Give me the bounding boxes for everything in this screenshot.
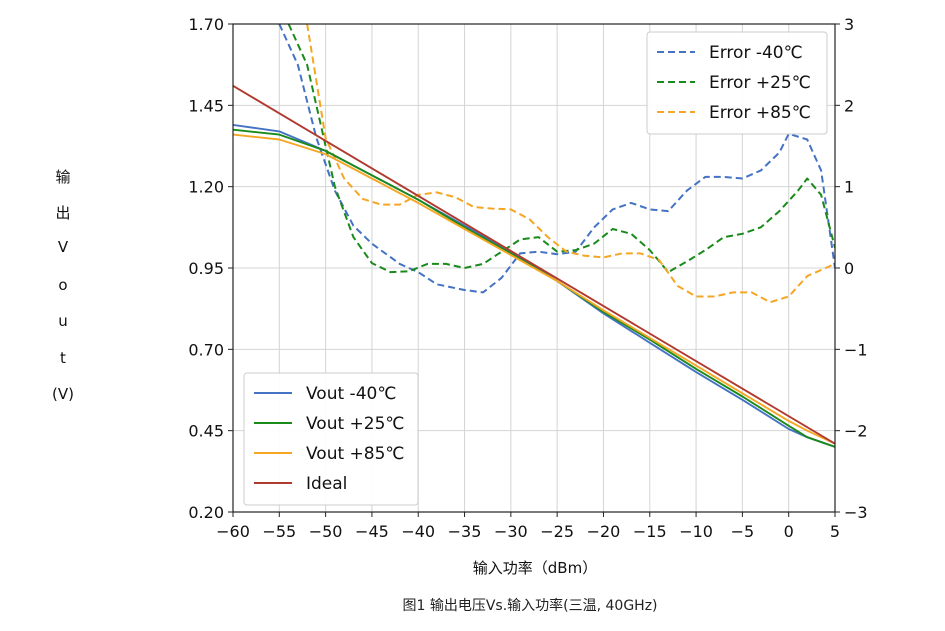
legend-label: Error +85℃: [709, 103, 811, 123]
y2-tick-label: 2: [844, 96, 854, 115]
x-tick-label: 0: [784, 522, 794, 541]
y-tick-label: 1.45: [188, 96, 224, 115]
y-axis-label-char: V: [57, 238, 69, 256]
y-axis-label-char: (V): [52, 385, 74, 403]
x-tick-label: −20: [587, 522, 621, 541]
legend-label: Vout +25℃: [306, 414, 405, 434]
y-tick-label: 1.70: [188, 15, 224, 34]
series-line-vout-3: [233, 84, 835, 445]
y2-tick-label: −1: [844, 340, 868, 359]
y-axis-label-char: 出: [55, 204, 71, 222]
x-tick-label: −25: [540, 522, 574, 541]
y2-tick-label: −3: [844, 503, 868, 522]
y-tick-label: 1.20: [188, 178, 224, 197]
x-tick-label: −45: [355, 522, 389, 541]
y-tick-label: 0.70: [188, 340, 224, 359]
x-tick-label: −5: [731, 522, 755, 541]
legend-label: Ideal: [306, 474, 347, 494]
legend-label: Error -40℃: [709, 43, 803, 63]
legend-vout: Vout -40℃ Vout +25℃ Vout +85℃ Ideal: [243, 372, 419, 506]
x-tick-label: −50: [309, 522, 343, 541]
series-line-error-6: [306, 24, 835, 304]
y-tick-label: 0.95: [188, 259, 224, 278]
x-tick-label: −60: [216, 522, 250, 541]
y2-tick-label: 0: [844, 259, 854, 278]
y-axis-label-char: o: [58, 276, 68, 294]
x-tick-label: −35: [448, 522, 482, 541]
x-axis-label: 输入功率（dBm）: [472, 559, 598, 577]
y2-tick-label: −2: [844, 422, 868, 441]
legend-label: Vout -40℃: [306, 384, 396, 404]
y-tick-label: 0.45: [188, 422, 224, 441]
legend-label: Error +25℃: [709, 73, 811, 93]
y2-tick-label: 1: [844, 178, 854, 197]
legend-box: [243, 372, 419, 506]
x-tick-label: −55: [262, 522, 296, 541]
axis-ticks: −60 −55 −50 −45 −40 −35 −30 −25 −20 −15 −10 −5 0 50.2…: [188, 15, 867, 541]
legend-error: Error -40℃ Error +25℃ Error +85℃: [646, 31, 828, 135]
series-line-error-4: [278, 24, 835, 294]
series-line-vout-2: [233, 133, 835, 445]
figure-caption: 图1 输出电压Vs.输入功率(三温, 40GHz): [402, 598, 658, 614]
legend-label: Vout +85℃: [306, 444, 405, 464]
x-tick-label: 5: [830, 522, 840, 541]
y-axis-label-char: 输: [55, 168, 71, 186]
x-tick-label: −15: [633, 522, 667, 541]
legend-box: [646, 31, 828, 135]
y-axis-label-char: u: [58, 312, 68, 330]
x-tick-label: −30: [494, 522, 528, 541]
x-tick-label: −10: [679, 522, 713, 541]
y2-tick-label: 3: [844, 15, 854, 34]
y-tick-label: 0.20: [188, 503, 224, 522]
x-tick-label: −40: [401, 522, 435, 541]
series-lines: [233, 24, 835, 448]
y-axis-label-char: t: [60, 349, 66, 367]
